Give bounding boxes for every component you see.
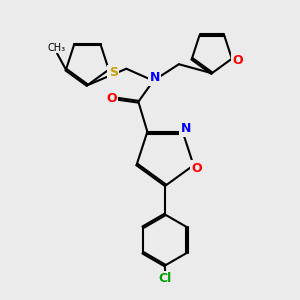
Text: S: S <box>109 66 118 79</box>
Text: O: O <box>191 162 202 175</box>
Text: O: O <box>232 54 243 67</box>
Text: N: N <box>150 71 160 84</box>
Text: N: N <box>180 122 191 135</box>
Text: Cl: Cl <box>158 272 172 286</box>
Text: O: O <box>106 92 117 105</box>
Text: CH₃: CH₃ <box>48 43 66 53</box>
